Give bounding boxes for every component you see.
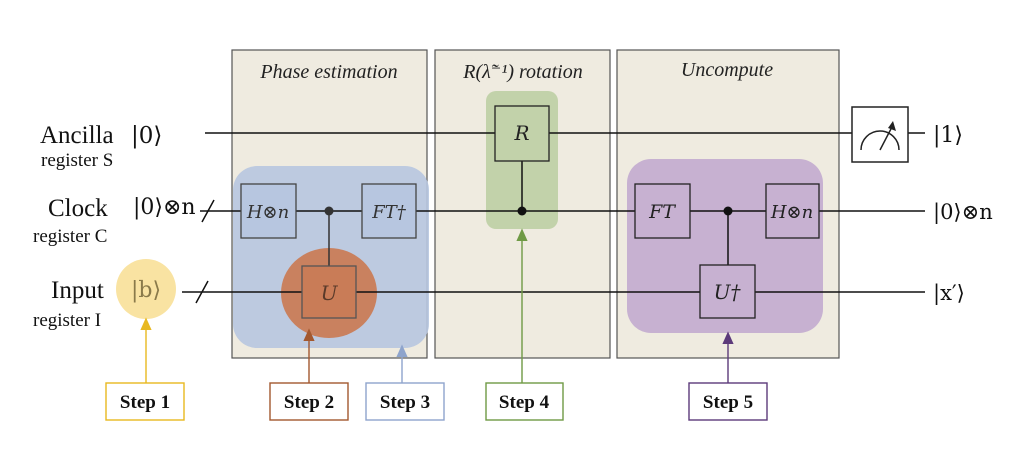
unitary-dagger-gate-label: U†	[714, 280, 742, 304]
phase-estimation-title: Phase estimation	[259, 61, 397, 83]
clock-slash	[201, 199, 215, 223]
clock-state: |0⟩⊗n	[133, 195, 196, 220]
unitary-dagger-gate	[699, 264, 756, 319]
rotation-gate	[494, 105, 550, 162]
unitary-gate-label: U	[321, 281, 339, 305]
hadamard-gate-2	[765, 183, 820, 239]
ancilla-output: |1⟩	[933, 123, 963, 148]
input-state: |b⟩	[131, 278, 161, 303]
rotation-title: R(λ̃⁻¹) rotation	[462, 61, 582, 83]
step1-highlight	[116, 259, 176, 319]
hadamard-gate-1	[240, 183, 297, 239]
ancilla-label: Ancilla	[40, 122, 114, 149]
clock-label: Clock	[48, 195, 108, 222]
step4-label: Step 4	[499, 392, 550, 413]
control-dot-u	[324, 206, 334, 216]
control-dot-udagger	[723, 206, 733, 216]
step1-label: Step 1	[120, 392, 170, 413]
rotation-gate-label: R	[513, 121, 529, 145]
step2-label: Step 2	[284, 392, 334, 413]
input-output: |x′⟩	[933, 281, 965, 306]
clock-output: |0⟩⊗n	[933, 200, 993, 225]
ancilla-register-label: register S	[41, 150, 113, 171]
input-slash	[195, 280, 209, 304]
step2-box	[269, 382, 349, 421]
hadamard-gate-2-label: H⊗n	[770, 202, 813, 223]
clock-register-label: register C	[33, 226, 107, 247]
ft-dagger-gate-label: FT†	[371, 202, 406, 223]
hadamard-gate-1-label: H⊗n	[246, 202, 289, 223]
measurement-meter-icon	[851, 106, 909, 163]
unitary-gate	[301, 265, 357, 319]
ancilla-state: |0⟩	[131, 123, 162, 149]
input-label: Input	[51, 277, 104, 304]
step1-box	[105, 382, 185, 421]
ft-gate-label: FT	[648, 201, 676, 223]
step3-label: Step 3	[380, 392, 430, 413]
step5-label: Step 5	[703, 392, 753, 413]
step4-box	[485, 382, 564, 421]
step5-box	[688, 382, 768, 421]
control-dot-r	[517, 206, 527, 216]
step3-box	[365, 382, 445, 421]
input-register-label: register I	[33, 310, 101, 331]
uncompute-title: Uncompute	[681, 59, 773, 81]
ft-dagger-gate	[361, 183, 417, 239]
ft-gate	[634, 183, 691, 239]
